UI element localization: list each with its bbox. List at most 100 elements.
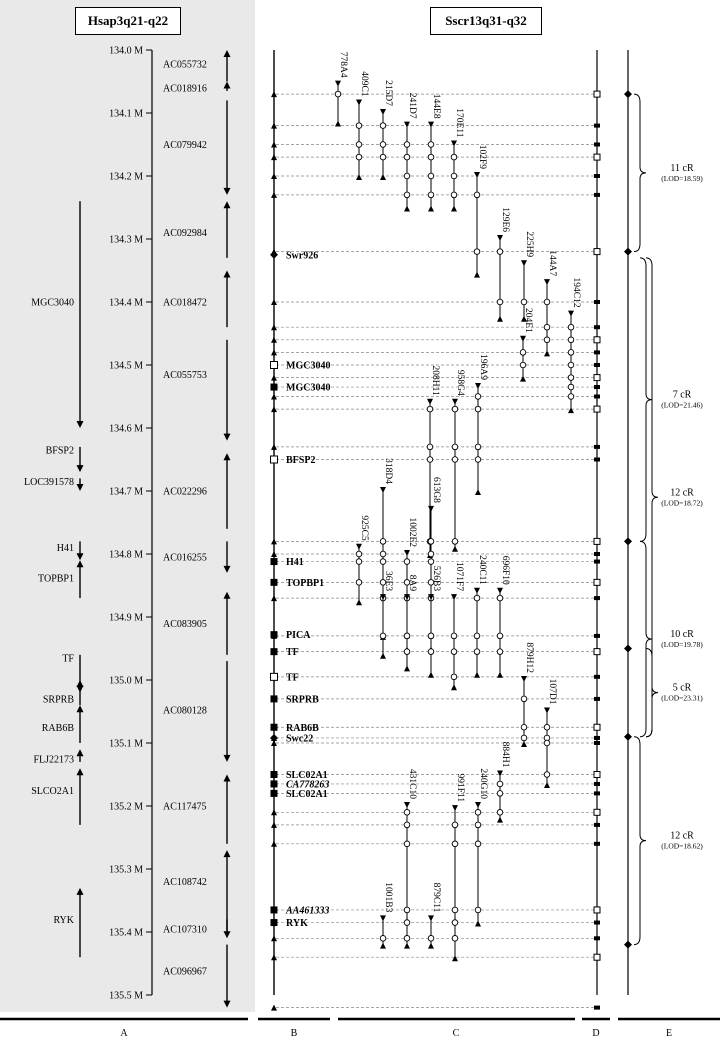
axis-marker bbox=[271, 740, 277, 746]
marker-filled-square bbox=[270, 631, 278, 639]
marker-filled-square bbox=[270, 723, 278, 731]
column-d-open-marker bbox=[593, 578, 601, 586]
clone-end-marker bbox=[497, 235, 503, 241]
column-d-filled-marker bbox=[594, 192, 600, 197]
clone-end-marker bbox=[451, 594, 457, 601]
scale-tick-label: 134.2 M bbox=[109, 172, 143, 183]
interval-lod: (LOD=19.78) bbox=[661, 640, 703, 649]
clone-label: 107D1 bbox=[547, 679, 557, 705]
marker-filled-square bbox=[270, 383, 278, 391]
clone-end-marker bbox=[428, 121, 434, 128]
interval-brace bbox=[639, 257, 653, 542]
clone-hit-marker bbox=[403, 153, 411, 161]
clone-label: 36E3 bbox=[383, 571, 393, 591]
marker-filled-square bbox=[270, 906, 278, 914]
clone-hit-marker bbox=[427, 550, 435, 558]
clone-hit-marker bbox=[520, 734, 528, 742]
clone-hit-marker bbox=[474, 809, 482, 816]
human-gene-arrow-head bbox=[76, 553, 84, 561]
column-d-filled-marker bbox=[594, 791, 600, 796]
clone-hit-marker bbox=[450, 632, 458, 640]
clone-end-marker bbox=[474, 271, 480, 278]
footer-column-label: E bbox=[666, 1028, 672, 1039]
column-e-marker bbox=[624, 90, 632, 99]
clone-end-marker bbox=[380, 594, 386, 601]
clone-hit-marker bbox=[379, 122, 387, 129]
clone-hit-marker bbox=[403, 906, 411, 914]
clone-hit-marker bbox=[567, 349, 575, 356]
clone-hit-marker bbox=[496, 298, 504, 306]
column-d-open-marker bbox=[593, 153, 601, 161]
marker-filled-square bbox=[270, 919, 278, 927]
scale-tick-label: 135.1 M bbox=[109, 739, 143, 750]
clone-label: 240G10 bbox=[478, 768, 488, 799]
clone-end-marker bbox=[475, 802, 481, 808]
clone-end-marker bbox=[356, 174, 362, 180]
clone-label: 144E8 bbox=[431, 94, 441, 119]
clone-label: 925C5 bbox=[359, 515, 369, 541]
bac-arrow-head bbox=[223, 591, 231, 599]
clone-hit-marker bbox=[567, 336, 575, 344]
scale-tick-label: 135.0 M bbox=[109, 676, 143, 687]
bac-label: AC055732 bbox=[163, 59, 207, 70]
clone-label: 696F10 bbox=[500, 556, 510, 585]
scale-tick-label: 134.3 M bbox=[109, 235, 143, 246]
column-d-open-marker bbox=[593, 336, 601, 344]
clone-end-marker bbox=[544, 781, 550, 788]
human-gene-label: TOPBP1 bbox=[38, 573, 74, 584]
clone-end-marker bbox=[356, 543, 362, 550]
marker-filled-square bbox=[270, 648, 278, 656]
bac-label: AC092984 bbox=[163, 228, 207, 239]
bac-label: AC079942 bbox=[163, 140, 207, 151]
interval-lod: (LOD=21.46) bbox=[661, 401, 703, 410]
clone-hit-marker bbox=[450, 191, 458, 199]
human-gene-arrow-head bbox=[76, 465, 84, 473]
clone-hit-marker bbox=[427, 558, 435, 565]
footer-column-label: A bbox=[120, 1028, 128, 1039]
bac-arrow-head bbox=[223, 774, 231, 782]
column-d-filled-marker bbox=[594, 696, 600, 701]
clone-end-marker bbox=[451, 684, 457, 691]
axis-marker bbox=[271, 324, 277, 331]
clone-hit-marker bbox=[379, 632, 387, 640]
column-d-open-marker bbox=[593, 648, 601, 656]
marker-diamond bbox=[270, 733, 278, 742]
human-panel-background bbox=[0, 0, 255, 1012]
clone-end-marker bbox=[404, 665, 410, 672]
human-gene-label: BFSP2 bbox=[46, 446, 74, 457]
clone-hit-marker bbox=[474, 456, 482, 463]
clone-hit-marker bbox=[496, 809, 504, 816]
scale-tick-label: 134.7 M bbox=[109, 487, 143, 498]
marker-open-square bbox=[270, 361, 278, 369]
human-gene-label: MGC3040 bbox=[31, 298, 74, 309]
axis-marker bbox=[271, 122, 277, 129]
clone-end-marker bbox=[544, 350, 550, 357]
axis-marker bbox=[271, 349, 277, 356]
clone-end-marker bbox=[404, 942, 410, 949]
clone-hit-marker bbox=[473, 632, 481, 640]
clone-end-marker bbox=[452, 545, 458, 552]
axis-marker bbox=[271, 191, 277, 198]
clone-hit-marker bbox=[403, 141, 411, 148]
column-d-filled-marker bbox=[594, 444, 600, 449]
bac-label: AC055753 bbox=[163, 370, 207, 381]
clone-end-marker bbox=[404, 121, 410, 128]
marker-filled-square bbox=[270, 578, 278, 586]
clone-hit-marker bbox=[403, 821, 411, 829]
clone-end-marker bbox=[475, 920, 481, 927]
clone-label: 208H11 bbox=[430, 366, 440, 397]
scale-tick-label: 134.0 M bbox=[109, 46, 143, 57]
clone-hit-marker bbox=[496, 632, 504, 640]
column-d-filled-marker bbox=[594, 936, 600, 941]
clone-hit-marker bbox=[427, 172, 435, 180]
clone-end-marker bbox=[474, 587, 480, 594]
bac-arrow-head bbox=[223, 453, 231, 461]
clone-end-marker bbox=[380, 915, 386, 922]
clone-hit-marker bbox=[355, 141, 363, 148]
marker-open-square bbox=[270, 672, 278, 681]
clone-hit-marker bbox=[567, 361, 575, 369]
column-d-open-marker bbox=[593, 248, 601, 256]
column-e-marker bbox=[624, 537, 632, 546]
clone-label: 144A7 bbox=[547, 250, 557, 276]
